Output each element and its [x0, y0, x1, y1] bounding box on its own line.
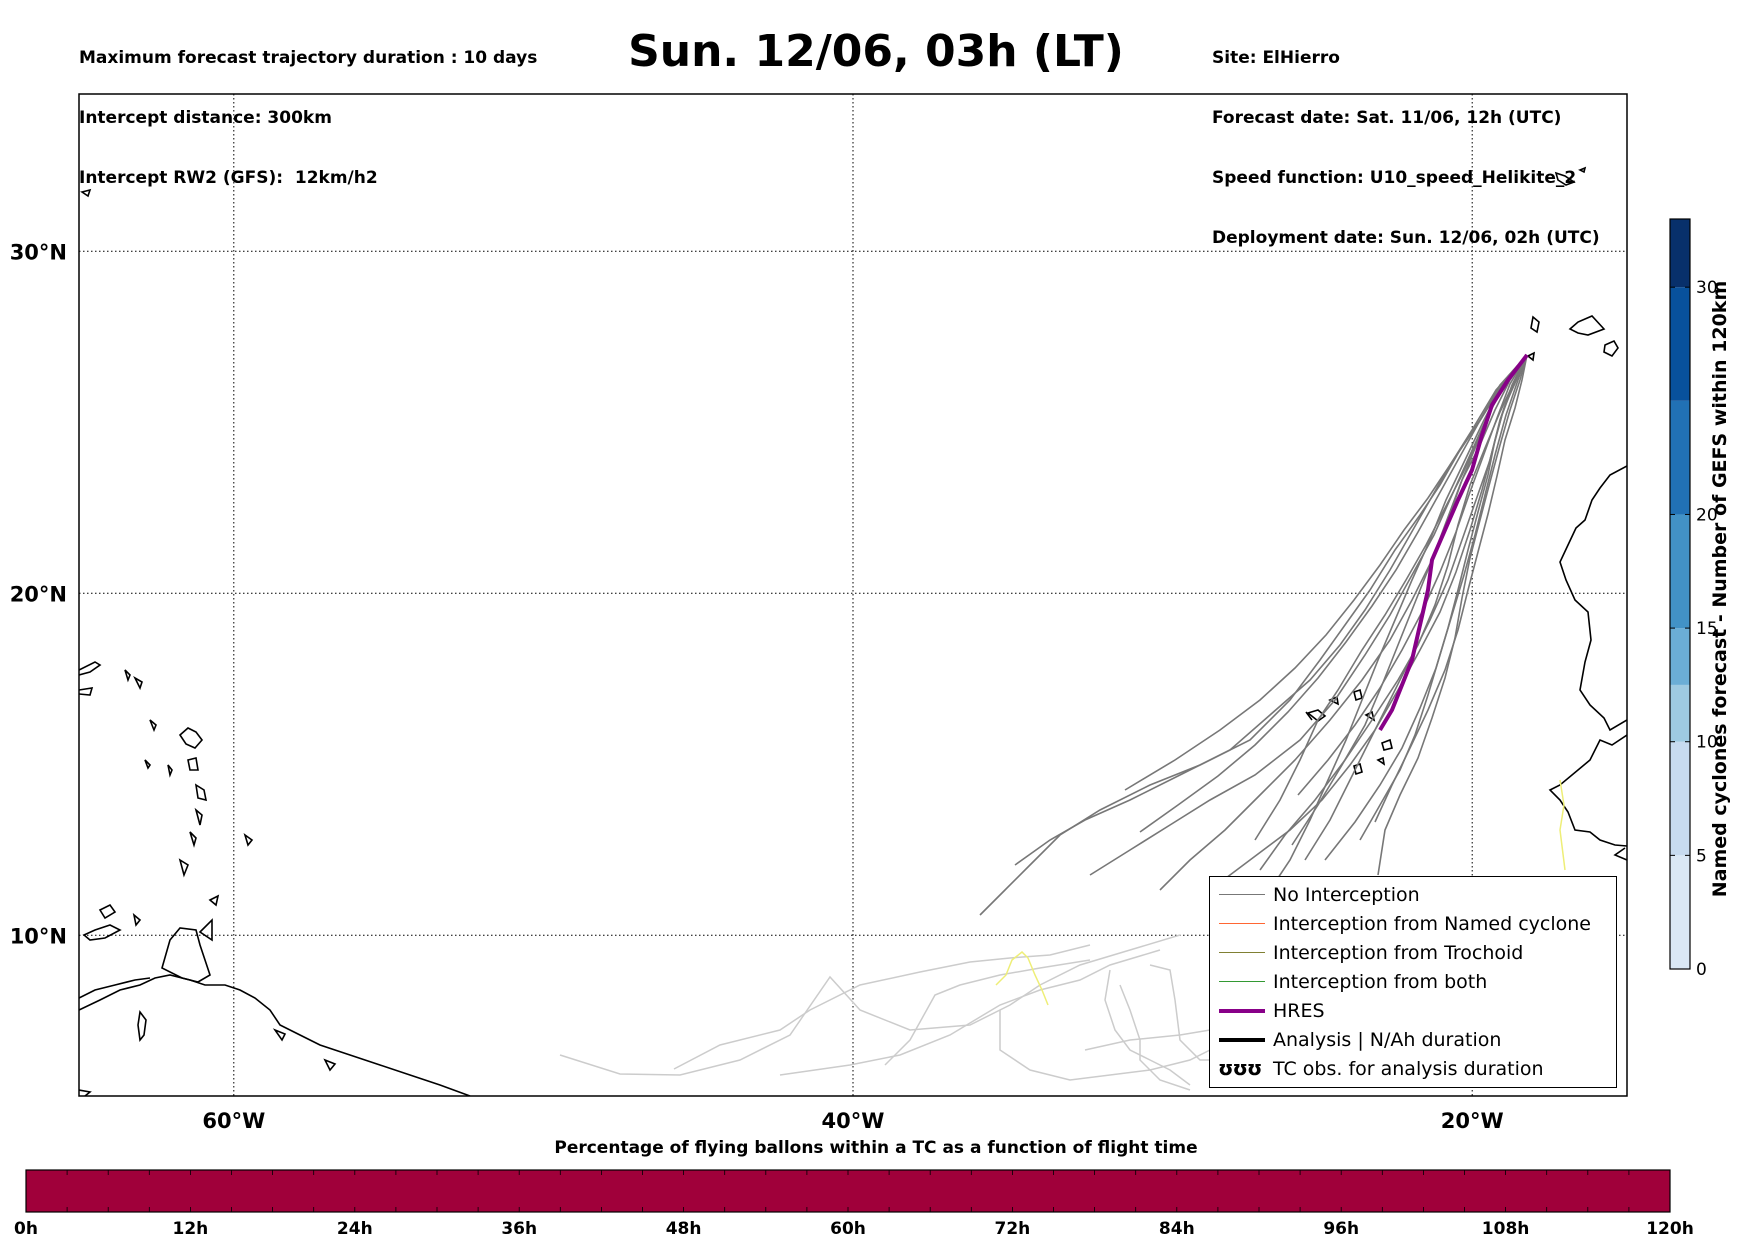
lat-label: 10°N [10, 924, 67, 948]
info-right: Site: ElHierro Forecast date: Sat. 11/06… [1212, 8, 1600, 268]
yellow-tracks [995, 779, 1566, 1006]
colorbar-band [1670, 628, 1690, 685]
legend-line [1219, 923, 1265, 925]
lon-label: 60°W [202, 1109, 265, 1133]
info-right-line: Forecast date: Sat. 11/06, 12h (UTC) [1212, 108, 1562, 128]
legend-item-both: Interception from both [1210, 968, 1616, 997]
coastlines [79, 166, 1627, 1096]
colorbar-tick-label: 20 [1696, 505, 1718, 525]
legend-line [1219, 1038, 1265, 1042]
tc-obs-symbol: ʊʊʊ [1218, 1056, 1262, 1080]
legend-item-no-interception: No Interception [1210, 881, 1616, 910]
colorbar-right-title: Named cyclones forecast - Number of GEFS… [1709, 280, 1731, 898]
colorbar-bottom-bar [25, 1169, 1671, 1213]
lon-label: 20°W [1441, 1109, 1504, 1133]
colorbar-band [1670, 855, 1690, 969]
colorbar-band [1670, 684, 1690, 742]
colorbar-bottom-tick-label: 48h [666, 1219, 702, 1239]
legend-line [1219, 894, 1265, 896]
info-left: Maximum forecast trajectory duration : 1… [79, 8, 537, 208]
colorbar-band [1670, 741, 1690, 856]
colorbar-bottom-tick-label: 72h [995, 1219, 1031, 1239]
legend-label: Interception from both [1273, 971, 1488, 993]
colorbar-tick-label: 5 [1696, 846, 1707, 866]
colorbar-bottom-tick-label: 60h [830, 1219, 866, 1239]
legend-item-named-cyclone: Interception from Named cyclone [1210, 910, 1616, 939]
colorbar-bottom-tick-label: 24h [337, 1219, 373, 1239]
legend-item-hres: HRES [1210, 997, 1616, 1026]
hres-trajectory [1378, 353, 1529, 732]
legend-label: HRES [1273, 1000, 1325, 1022]
info-left-line: Maximum forecast trajectory duration : 1… [79, 48, 538, 68]
info-right-line: Site: ElHierro [1212, 48, 1340, 68]
map-legend: No Interception Interception from Named … [1209, 876, 1617, 1088]
colorbar-tick-label: 15 [1696, 619, 1718, 639]
colorbar-bottom-tick-label: 108h [1482, 1219, 1530, 1239]
longitude-labels: 60°W 40°W 20°W [202, 1109, 1503, 1133]
legend-label: Interception from Trochoid [1273, 942, 1524, 964]
colorbar-tick-label: 0 [1696, 960, 1707, 980]
colorbar-bottom-tick-label: 84h [1159, 1219, 1195, 1239]
africa-coastline [1559, 465, 1627, 732]
info-left-line: Intercept distance: 300km [79, 108, 332, 128]
legend-label: TC obs. for analysis duration [1273, 1058, 1544, 1080]
page-title: Sun. 12/06, 03h (LT) [628, 26, 1124, 77]
lon-label: 40°W [822, 1109, 885, 1133]
colorbar-right: 0 5 10 15 20 30 [1669, 218, 1718, 980]
canary-island [1568, 315, 1606, 336]
info-right-line: Speed function: U10_speed_Helikite_2 [1212, 168, 1577, 188]
colorbar-bottom: 0h 12h 24h 36h 48h 60h 72h 84h 96h 108h 120h [14, 1169, 1694, 1239]
legend-line [1219, 952, 1265, 954]
colorbar-band [1670, 287, 1690, 401]
colorbar-tick-label: 10 [1696, 733, 1718, 753]
colorbar-bottom-tick-label: 96h [1323, 1219, 1359, 1239]
colorbar-bottom-title: Percentage of flying ballons within a TC… [554, 1138, 1198, 1158]
caribbean-coastline [79, 974, 471, 1096]
colorbar-band [1670, 514, 1690, 629]
no-interception-trajectories [979, 354, 1528, 916]
legend-item-tc-obs: ʊʊʊ TC obs. for analysis duration [1210, 1055, 1616, 1084]
legend-item-trochoid: Interception from Trochoid [1210, 939, 1616, 968]
colorbar-tick-label: 30 [1696, 278, 1718, 298]
latitude-labels: 30°N 20°N 10°N [10, 240, 67, 948]
africa-coast-south [1548, 734, 1627, 847]
lat-label: 20°N [10, 582, 67, 606]
legend-line [1219, 981, 1265, 983]
info-right-line: Deployment date: Sun. 12/06, 02h (UTC) [1212, 228, 1600, 248]
faded-trajectories [559, 934, 1240, 1091]
colorbar-band [1670, 219, 1690, 288]
colorbar-bottom-tick-label: 36h [501, 1219, 537, 1239]
legend-label: Interception from Named cyclone [1273, 913, 1591, 935]
colorbar-bottom-tick-label: 120h [1646, 1219, 1694, 1239]
colorbar-bottom-tick-label: 12h [173, 1219, 209, 1239]
colorbar-bottom-tick-label: 0h [14, 1219, 38, 1239]
colorbar-right-frame [1669, 218, 1691, 970]
legend-item-analysis: Analysis | N/Ah duration [1210, 1026, 1616, 1055]
map-frame [78, 93, 1628, 1097]
gridlines [79, 94, 1627, 1096]
legend-label: No Interception [1273, 884, 1420, 906]
lat-label: 30°N [10, 240, 67, 264]
info-left-line: Intercept RW2 (GFS): 12km/h2 [79, 168, 378, 188]
legend-line [1219, 1009, 1265, 1013]
legend-label: Analysis | N/Ah duration [1273, 1029, 1502, 1051]
colorbar-band [1670, 400, 1690, 515]
